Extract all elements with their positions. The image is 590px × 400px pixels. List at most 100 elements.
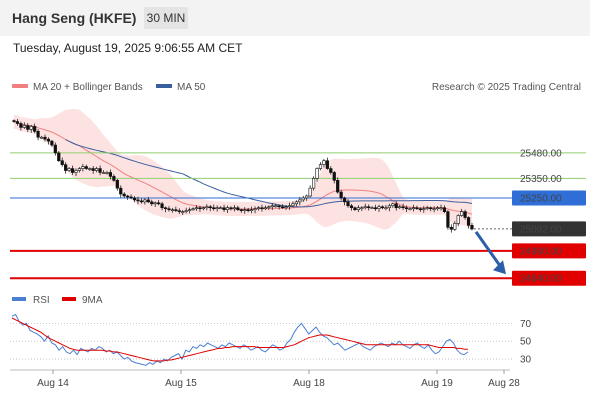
candle	[29, 124, 33, 133]
rsi-panel: 70 50 30	[10, 313, 532, 366]
candle	[112, 174, 116, 182]
candle	[305, 194, 309, 201]
level-tag-support	[512, 243, 586, 259]
candle	[39, 135, 44, 139]
candle	[329, 166, 333, 175]
candle	[191, 207, 195, 211]
candle	[167, 206, 171, 212]
candle	[15, 119, 20, 126]
candle	[232, 204, 236, 212]
candle	[325, 157, 329, 170]
rsi-line	[11, 313, 469, 366]
candle	[356, 205, 360, 213]
level-label-last_price: 25092.00	[520, 224, 562, 235]
candle	[260, 204, 264, 212]
candle	[64, 162, 68, 174]
candle	[101, 170, 106, 174]
candle	[88, 167, 92, 171]
candle	[387, 203, 391, 212]
x-tick-label: Aug 15	[165, 378, 197, 389]
candle	[57, 151, 61, 162]
candle	[256, 206, 261, 211]
level-label-resistance: 25350.00	[520, 174, 562, 185]
candle	[146, 196, 150, 204]
candle	[95, 166, 99, 173]
candle	[367, 204, 371, 211]
candle	[139, 198, 144, 204]
candle	[263, 205, 267, 211]
bollinger-band	[14, 108, 472, 230]
level-label-support: 24980.00	[520, 246, 562, 257]
candle	[136, 196, 140, 205]
candle	[22, 122, 26, 129]
candle	[219, 206, 223, 210]
candle	[404, 205, 409, 213]
candle	[198, 205, 202, 212]
candle	[384, 204, 388, 211]
x-tick-label: Aug 14	[37, 378, 69, 389]
watermark: Research © 2025 Trading Central	[432, 82, 581, 93]
candle	[311, 176, 316, 191]
bollinger-band-layer	[14, 108, 472, 230]
candle	[460, 208, 464, 217]
candle	[391, 202, 395, 208]
candle	[277, 204, 281, 210]
level-label-pivot: 25250.00	[520, 193, 562, 204]
candle	[267, 205, 271, 211]
x-tick-label: Aug 19	[421, 378, 453, 389]
candle	[463, 209, 467, 220]
candle	[105, 170, 109, 175]
candle	[225, 205, 230, 214]
candle	[415, 205, 419, 210]
candle	[308, 185, 312, 198]
candle	[12, 119, 16, 123]
candle	[108, 169, 113, 180]
candle	[270, 203, 274, 211]
rsi-legend-swatch	[12, 297, 26, 301]
instrument-title: Hang Seng (HKFE)	[12, 10, 137, 26]
candle	[281, 204, 285, 209]
level-label-resistance: 25480.00	[520, 148, 562, 159]
candle	[339, 189, 343, 201]
candle	[222, 204, 226, 213]
ma50-legend-label: MA 50	[177, 82, 206, 93]
candle	[349, 203, 354, 211]
candle	[212, 204, 216, 211]
candle	[215, 205, 219, 212]
candle	[429, 206, 433, 212]
candle	[408, 207, 412, 211]
level-label-support: 24840.00	[520, 274, 562, 285]
candle	[43, 134, 47, 142]
candle	[174, 206, 178, 213]
rsi-tick-label: 50	[520, 337, 532, 348]
forecast-arrow	[474, 231, 506, 275]
x-tick-label: Aug 18	[293, 378, 325, 389]
candle	[201, 206, 205, 211]
candle	[432, 206, 436, 213]
candle	[129, 194, 133, 200]
candle	[370, 206, 374, 210]
candle	[470, 222, 474, 231]
level-tag-support	[512, 270, 586, 286]
candle	[181, 210, 185, 215]
candle	[332, 170, 336, 184]
candle	[77, 167, 82, 173]
candle	[36, 129, 40, 141]
candle	[346, 199, 350, 208]
chart-header: Hang Seng (HKFE) 30 MIN	[0, 0, 590, 36]
ma20-legend-swatch	[12, 84, 28, 88]
candle	[246, 207, 250, 213]
candle	[98, 165, 102, 176]
candle	[298, 196, 302, 206]
candle	[360, 205, 364, 212]
level-tag-last_price	[512, 221, 586, 237]
timeframe-button[interactable]: 30 MIN	[144, 7, 188, 29]
candle	[380, 205, 385, 210]
candle	[132, 196, 137, 203]
candle	[239, 208, 243, 213]
candle	[50, 139, 54, 147]
candle	[435, 205, 440, 211]
candlestick-layer	[12, 119, 474, 233]
chart-datetime: Tuesday, August 19, 2025 9:06:55 AM CET	[13, 41, 243, 55]
candle	[439, 204, 443, 211]
